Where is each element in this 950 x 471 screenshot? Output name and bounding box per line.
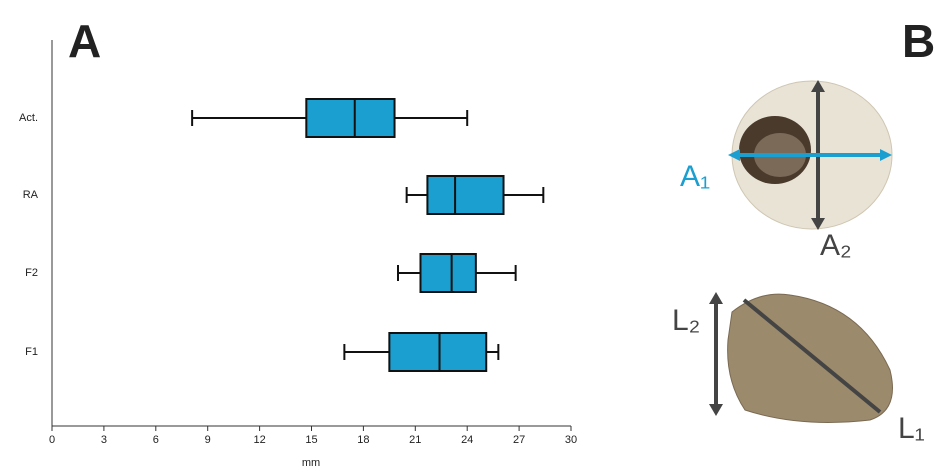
x-tick-label: 0 [49,434,55,446]
y-tick-label: Act. [19,112,38,124]
y-tick-label: F1 [25,346,38,358]
panel-label: A [68,15,101,67]
figure: A B mm A₁ A₂ L₂ L₁ 0 3 6 9 12 15 18 21 24 27 30 Act… [0,0,950,471]
annotation: L₁ [898,412,925,445]
x-tick-label: 27 [513,434,525,446]
x-tick-label: 3 [101,434,107,446]
x-tick-label: 30 [565,434,577,446]
y-tick-label: RA [23,189,39,201]
x-tick-label: 15 [305,434,317,446]
box [427,176,503,214]
annotation: A₁ [680,160,710,193]
y-tick-label: F2 [25,267,38,279]
x-tick-label: 21 [409,434,421,446]
x-tick-label: 9 [205,434,211,446]
x-tick-label: 6 [153,434,159,446]
panel-label: B [902,15,935,67]
box [389,333,486,371]
box [420,254,475,292]
shell-side-view [709,292,893,422]
x-tick-label: 12 [253,434,265,446]
box [306,99,394,137]
x-axis-label: mm [302,457,320,469]
shell-top-view [728,80,892,230]
annotation: A₂ [820,229,852,262]
annotation: L₂ [672,304,700,337]
x-tick-label: 24 [461,434,473,446]
x-tick-label: 18 [357,434,369,446]
